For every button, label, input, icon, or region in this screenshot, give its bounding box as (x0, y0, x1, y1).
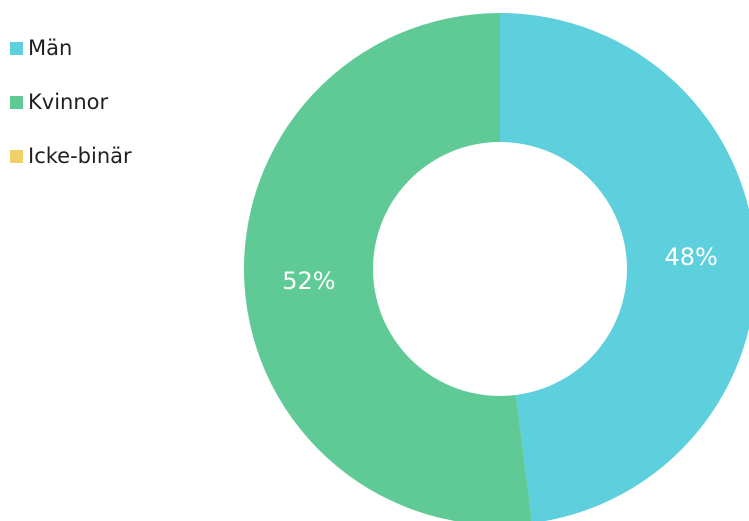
legend-item-kvinnor: Kvinnor (10, 88, 132, 116)
legend-swatch-man (10, 41, 23, 55)
legend-label-icke-binar: Icke-binär (28, 144, 132, 168)
legend-item-man: Män (10, 34, 132, 62)
legend-swatch-icke-binar (10, 149, 23, 163)
donut-slice-1 (244, 13, 532, 521)
slice-label-1: 52% (282, 267, 335, 295)
legend-swatch-kvinnor (10, 95, 23, 109)
legend-label-kvinnor: Kvinnor (28, 90, 109, 114)
chart-legend: Män Kvinnor Icke-binär (10, 34, 132, 196)
donut-slice-0 (500, 13, 749, 521)
legend-label-man: Män (28, 36, 73, 60)
slice-label-0: 48% (664, 243, 717, 271)
legend-item-icke-binar: Icke-binär (10, 142, 132, 170)
